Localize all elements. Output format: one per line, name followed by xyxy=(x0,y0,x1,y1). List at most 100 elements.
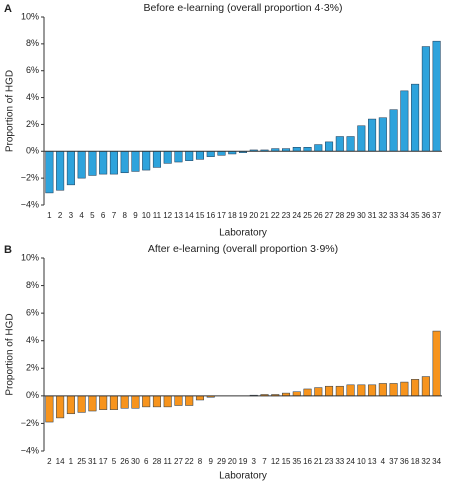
y-tick-label: −2% xyxy=(21,418,39,428)
chart-title: Before e-learning (overall proportion 4·… xyxy=(143,2,342,14)
x-tick-label: 2 xyxy=(58,211,63,220)
y-tick-label: 8% xyxy=(26,38,39,48)
bar xyxy=(206,151,215,157)
x-tick-label: 22 xyxy=(185,457,194,466)
x-tick-label: 26 xyxy=(314,211,323,220)
x-tick-label: 6 xyxy=(144,457,149,466)
y-tick-label: 0% xyxy=(26,146,39,156)
x-tick-label: 25 xyxy=(303,211,312,220)
bar xyxy=(303,147,312,152)
bar xyxy=(45,395,54,423)
bar xyxy=(56,151,65,191)
bar xyxy=(400,381,409,397)
x-axis-label: Laboratory xyxy=(219,471,267,481)
x-tick-label: 37 xyxy=(432,211,441,220)
bar xyxy=(292,147,301,152)
bar xyxy=(400,90,409,152)
bar xyxy=(314,387,323,397)
x-tick-label: 23 xyxy=(282,211,291,220)
x-tick-label: 34 xyxy=(400,211,409,220)
x-tick-label: 36 xyxy=(421,211,430,220)
y-axis-label: Proportion of HGD xyxy=(5,70,16,152)
bar xyxy=(109,395,118,410)
x-tick-label: 26 xyxy=(120,457,129,466)
x-tick-label: 32 xyxy=(421,457,430,466)
x-tick-label: 13 xyxy=(368,457,377,466)
x-tick-label: 1 xyxy=(47,211,52,220)
x-tick-label: 7 xyxy=(262,457,267,466)
bar xyxy=(66,151,75,186)
y-tick-label: 0% xyxy=(26,390,39,400)
y-tick-label: 6% xyxy=(26,308,39,318)
x-tick-label: 30 xyxy=(357,211,366,220)
x-tick-label: 18 xyxy=(411,457,420,466)
x-tick-label: 19 xyxy=(239,211,248,220)
x-tick-label: 24 xyxy=(346,457,355,466)
x-tick-label: 36 xyxy=(400,457,409,466)
bar xyxy=(88,395,97,412)
x-tick-label: 11 xyxy=(153,211,162,220)
y-tick-label: 4% xyxy=(26,335,39,345)
x-tick-label: 3 xyxy=(69,211,74,220)
x-tick-label: 8 xyxy=(122,211,127,220)
x-tick-label: 31 xyxy=(368,211,377,220)
y-tick-label: 10% xyxy=(21,11,39,21)
bar xyxy=(378,117,387,152)
x-tick-label: 2 xyxy=(47,457,52,466)
bar xyxy=(163,151,172,164)
x-tick-label: 19 xyxy=(239,457,248,466)
y-tick-label: 2% xyxy=(26,363,39,373)
x-tick-label: 16 xyxy=(206,211,215,220)
x-tick-label: 7 xyxy=(112,211,117,220)
x-tick-label: 16 xyxy=(303,457,312,466)
x-tick-label: 23 xyxy=(325,457,334,466)
bar xyxy=(368,118,377,152)
bar xyxy=(346,136,355,152)
bar xyxy=(185,151,194,161)
x-tick-label: 24 xyxy=(292,211,301,220)
x-tick-label: 3 xyxy=(252,457,257,466)
bar xyxy=(99,151,108,175)
x-tick-label: 4 xyxy=(79,211,84,220)
panel-label: A xyxy=(4,3,12,15)
bar xyxy=(66,395,75,415)
bar xyxy=(45,151,54,194)
bar xyxy=(152,151,161,168)
bar xyxy=(389,383,398,397)
x-tick-label: 35 xyxy=(411,211,420,220)
x-tick-label: 21 xyxy=(314,457,323,466)
bar xyxy=(217,151,226,156)
x-tick-label: 8 xyxy=(198,457,203,466)
bar xyxy=(346,384,355,397)
x-tick-label: 17 xyxy=(99,457,108,466)
x-tick-label: 20 xyxy=(249,211,258,220)
bar xyxy=(335,136,344,152)
x-tick-label: 27 xyxy=(174,457,183,466)
x-tick-label: 10 xyxy=(357,457,366,466)
bar xyxy=(174,151,183,163)
y-tick-label: −2% xyxy=(21,173,39,183)
bar xyxy=(77,395,86,413)
x-tick-label: 20 xyxy=(228,457,237,466)
bar xyxy=(421,376,430,397)
y-tick-label: −4% xyxy=(21,445,39,455)
bar xyxy=(174,395,183,406)
bar xyxy=(131,151,140,172)
x-tick-label: 17 xyxy=(217,211,226,220)
x-tick-label: 30 xyxy=(131,457,140,466)
bar xyxy=(195,151,204,160)
x-tick-label: 5 xyxy=(90,211,95,220)
x-tick-label: 12 xyxy=(163,211,172,220)
x-tick-label: 33 xyxy=(335,457,344,466)
x-tick-label: 15 xyxy=(196,211,205,220)
bar xyxy=(77,151,86,179)
bar xyxy=(432,40,441,152)
x-tick-label: 27 xyxy=(325,211,334,220)
x-tick-label: 28 xyxy=(152,457,161,466)
bar xyxy=(56,395,65,419)
x-tick-label: 6 xyxy=(101,211,106,220)
x-tick-label: 14 xyxy=(56,457,65,466)
bar xyxy=(195,395,204,401)
y-axis-label: Proportion of HGD xyxy=(5,313,16,395)
